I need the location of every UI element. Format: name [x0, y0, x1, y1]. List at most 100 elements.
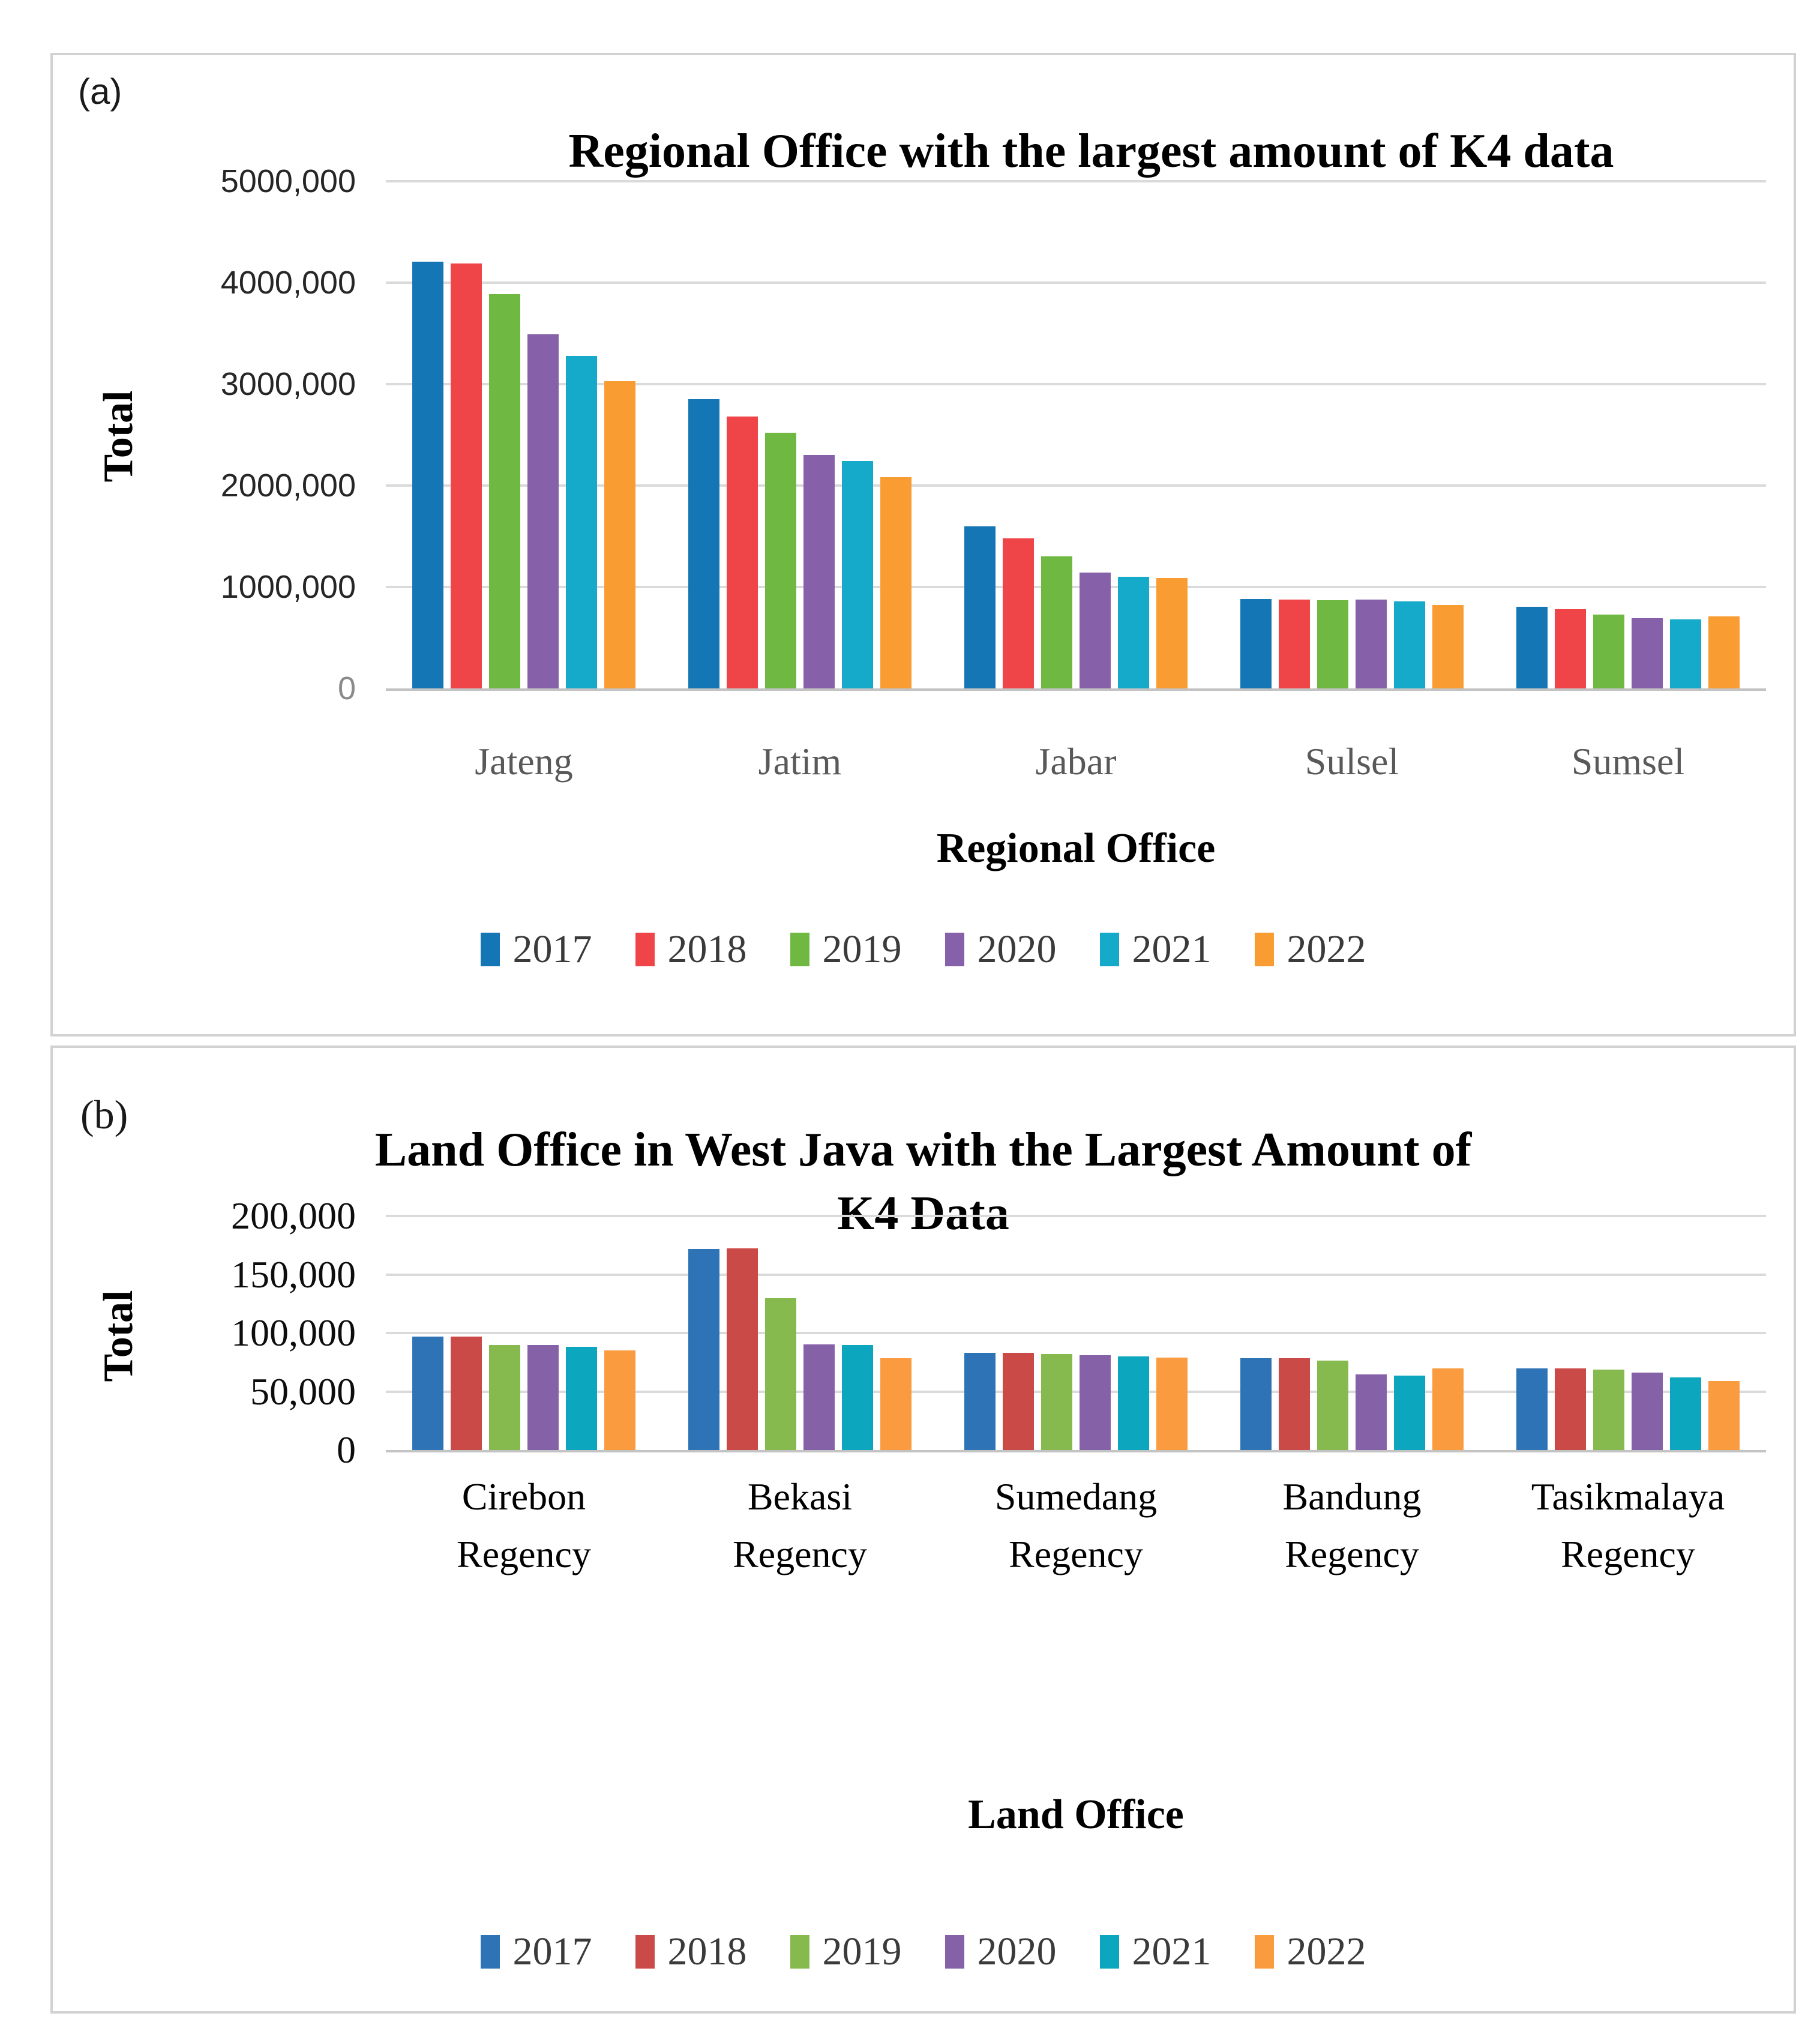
y-tick-label: 2000,000 — [220, 468, 356, 504]
bar-groups — [386, 1216, 1766, 1450]
bar-2017 — [412, 1336, 443, 1450]
bar-group — [662, 181, 938, 688]
legend-item: 2020 — [945, 927, 1057, 972]
bar-2019 — [489, 1344, 520, 1450]
bar-2021 — [1118, 577, 1149, 688]
bar-2019 — [489, 293, 520, 688]
legend-swatch-2022 — [1254, 933, 1274, 966]
bar-group — [1214, 1216, 1490, 1450]
bar-2021 — [842, 1345, 873, 1450]
bar-2018 — [451, 1336, 482, 1450]
legend-swatch-2019 — [790, 933, 809, 966]
category-label: Sumsel — [1571, 740, 1685, 783]
y-tick-label: 0 — [337, 1428, 356, 1471]
panel-b-label: (b) — [80, 1092, 128, 1137]
bar-2021 — [1670, 619, 1701, 688]
bar-2020 — [527, 334, 559, 688]
bar-2018 — [1003, 1353, 1034, 1450]
plot-area — [386, 180, 1766, 691]
legend-label: 2021 — [1132, 1930, 1212, 1973]
bar-2020 — [1080, 1355, 1111, 1450]
legend-swatch-2017 — [480, 933, 500, 966]
bar-2021 — [1394, 601, 1425, 688]
legend-item: 2022 — [1254, 1929, 1366, 1975]
bar-2020 — [1080, 573, 1111, 688]
panel-a-label: (a) — [78, 71, 122, 112]
legend-item: 2022 — [1254, 927, 1366, 972]
chart-title-line: Land Office in West Java with the Larges… — [374, 1124, 1472, 1177]
bar-group — [1214, 181, 1490, 688]
category-labels: Cirebon Regency Bekasi Regency Sumedang Regen… — [386, 1468, 1766, 1583]
y-tick-label: 0 — [337, 670, 356, 706]
panel-a: (a) Regional Office with the largest amo… — [50, 53, 1796, 1037]
legend-swatch-2022 — [1254, 1935, 1274, 1969]
bar-2022 — [880, 477, 912, 688]
bar-2022 — [1432, 1368, 1464, 1450]
x-axis-title-b: Land Office — [968, 1792, 1184, 1838]
bar-group — [662, 1216, 938, 1450]
legend-item: 2019 — [790, 1929, 902, 1975]
bar-2018 — [727, 1248, 758, 1450]
bar-group — [938, 1216, 1214, 1450]
x-axis-title-a: Regional Office — [936, 825, 1216, 871]
legend-swatch-2019 — [790, 1935, 809, 1969]
legend-item: 2021 — [1099, 927, 1212, 972]
legend-label: 2018 — [667, 927, 747, 971]
category-label: Cirebon Regency — [457, 1475, 591, 1575]
y-tick-label: 4000,000 — [220, 265, 356, 301]
bar-2019 — [1593, 615, 1624, 688]
bar-2017 — [1516, 1368, 1548, 1450]
bar-2018 — [1555, 609, 1586, 688]
bar-group — [386, 1216, 662, 1450]
bar-2020 — [1356, 1374, 1387, 1450]
legend-label: 2020 — [977, 927, 1057, 971]
bar-2022 — [880, 1358, 912, 1450]
bar-2019 — [765, 433, 796, 688]
bar-2020 — [1356, 599, 1387, 688]
category-label: Bandung Regency — [1282, 1475, 1422, 1575]
legend-label: 2021 — [1132, 927, 1212, 971]
gridline — [386, 1332, 1766, 1334]
category-label: Jateng — [475, 740, 573, 783]
bar-2019 — [1593, 1370, 1624, 1450]
chart-title-line: Regional Office with the largest amount … — [568, 125, 1614, 178]
bar-2021 — [1670, 1377, 1701, 1450]
y-tick-label: 200,000 — [231, 1194, 356, 1237]
y-tick-label: 1000,000 — [220, 569, 356, 605]
category-label: Tasikmalaya Regency — [1531, 1475, 1725, 1575]
category-label: Jabar — [1035, 740, 1117, 783]
gridline — [386, 1390, 1766, 1393]
y-tick-label: 100,000 — [231, 1311, 356, 1354]
bar-2018 — [1279, 599, 1310, 688]
bar-2017 — [1240, 599, 1272, 688]
bar-2017 — [412, 261, 443, 688]
gridline — [386, 586, 1766, 588]
bar-groups — [386, 181, 1766, 688]
bar-2022 — [1156, 577, 1188, 688]
bar-group — [938, 181, 1214, 688]
category-label: Sumedang Regency — [994, 1475, 1158, 1575]
legend-label: 2018 — [667, 1930, 747, 1973]
category-label: Jatim — [758, 740, 842, 783]
gridline — [386, 383, 1766, 385]
legend-swatch-2021 — [1099, 933, 1119, 966]
chart-a-title: Regional Office with the largest amount … — [389, 120, 1794, 184]
legend-item: 2017 — [480, 1929, 592, 1975]
bar-2022 — [1156, 1357, 1188, 1450]
chart-b-title: Land Office in West Java with the Larges… — [191, 1119, 1656, 1245]
legend-label: 2017 — [512, 1930, 592, 1973]
y-axis-ticks: 200,000 150,000 100,000 50,000 0 — [53, 1194, 356, 1471]
bar-2017 — [964, 526, 996, 688]
bar-2019 — [1317, 1360, 1348, 1450]
legend: 2017 2018 2019 2020 2021 2022 — [53, 1929, 1794, 1975]
legend-item: 2020 — [945, 1929, 1057, 1975]
bar-2017 — [688, 1248, 719, 1450]
gridline — [386, 1215, 1766, 1217]
bar-2020 — [1632, 1373, 1663, 1450]
panel-b: (b) Land Office in West Java with the La… — [50, 1046, 1796, 2014]
plot-area — [386, 1215, 1766, 1452]
bar-2017 — [1516, 606, 1548, 688]
bar-2019 — [1041, 1354, 1072, 1450]
legend-swatch-2021 — [1099, 1935, 1119, 1969]
gridline — [386, 281, 1766, 284]
